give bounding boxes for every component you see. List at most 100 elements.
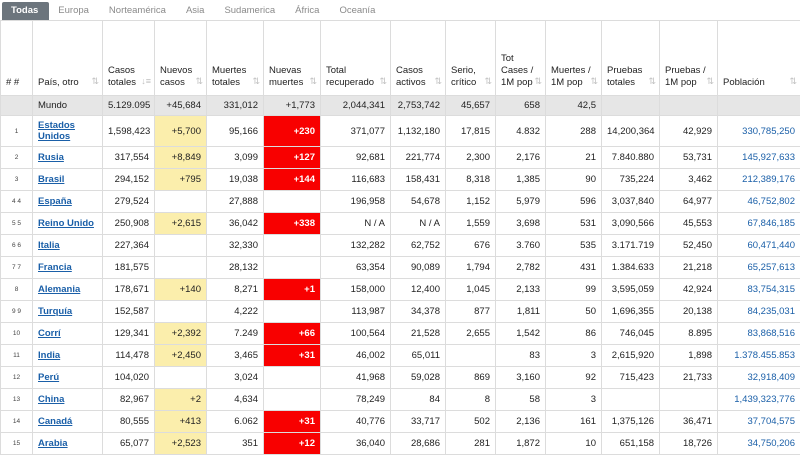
country-link[interactable]: Rusia	[38, 152, 64, 163]
critical-cell: 877	[446, 301, 496, 323]
tab-africa[interactable]: África	[286, 2, 330, 20]
header-new-deaths[interactable]: Nuevas muertes⇅	[264, 21, 321, 96]
header-country-label: País, otro	[38, 77, 79, 88]
covid-table: # # País, otro⇅ Casos totales↓≡ Nuevos c…	[0, 20, 800, 455]
critical-cell	[446, 345, 496, 367]
header-tests-pop[interactable]: Pruebas / 1M pop⇅	[660, 21, 718, 96]
population-cell: 1,439,323,776	[718, 389, 800, 411]
header-rank[interactable]: # #	[1, 21, 33, 96]
world-total-deaths: 331,012	[207, 96, 264, 116]
country-link[interactable]: Italia	[38, 240, 60, 251]
total-deaths-cell: 4,222	[207, 301, 264, 323]
country-link[interactable]: Turquía	[38, 306, 72, 317]
cases-pop-cell: 1,811	[496, 301, 546, 323]
recovered-cell: N / A	[321, 213, 391, 235]
tab-sudamerica[interactable]: Sudamerica	[215, 2, 286, 20]
total-deaths-cell: 95,166	[207, 116, 264, 147]
recovered-cell: 113,987	[321, 301, 391, 323]
tests-cell: 2,615,920	[602, 345, 660, 367]
header-cases-pop[interactable]: Tot Cases / 1M pop⇅	[496, 21, 546, 96]
tab-todas[interactable]: Todas	[2, 2, 49, 20]
tab-asia[interactable]: Asia	[177, 2, 215, 20]
total-cases-cell: 1,598,423	[103, 116, 155, 147]
country-link[interactable]: Reino Unido	[38, 218, 94, 229]
new-deaths-cell: +66	[264, 323, 321, 345]
header-tests[interactable]: Pruebas totales⇅	[602, 21, 660, 96]
tests-cell: 746,045	[602, 323, 660, 345]
tests-pop-cell: 42,924	[660, 279, 718, 301]
population-cell: 83,868,516	[718, 323, 800, 345]
active-cell: 33,717	[391, 411, 446, 433]
active-cell: 54,678	[391, 191, 446, 213]
country-link[interactable]: India	[38, 350, 60, 361]
country-link[interactable]: España	[38, 196, 72, 207]
tab-oceania[interactable]: Oceanía	[330, 2, 386, 20]
world-critical: 45,657	[446, 96, 496, 116]
country-cell: España	[33, 191, 103, 213]
new-deaths-cell	[264, 389, 321, 411]
header-country[interactable]: País, otro⇅	[33, 21, 103, 96]
new-deaths-cell	[264, 301, 321, 323]
header-total-deaths[interactable]: Muertes totales⇅	[207, 21, 264, 96]
country-link[interactable]: Arabia	[38, 438, 68, 449]
sort-icon: ⇅	[379, 75, 387, 87]
rank-cell: 1	[1, 116, 33, 147]
country-link[interactable]: Alemania	[38, 284, 80, 295]
new-cases-cell	[155, 235, 207, 257]
header-active[interactable]: Casos activos⇅	[391, 21, 446, 96]
new-cases-cell: +2,523	[155, 433, 207, 455]
world-row: Mundo 5.129.095 +45,684 331,012 +1,773 2…	[1, 96, 800, 116]
new-cases-cell	[155, 367, 207, 389]
country-link[interactable]: Estados Unidos	[38, 120, 78, 142]
total-deaths-cell: 8,271	[207, 279, 264, 301]
active-cell: 90,089	[391, 257, 446, 279]
deaths-pop-cell: 90	[546, 169, 602, 191]
rank-cell: 11	[1, 345, 33, 367]
country-cell: Corrí	[33, 323, 103, 345]
total-cases-cell: 294,152	[103, 169, 155, 191]
recovered-cell: 116,683	[321, 169, 391, 191]
sort-icon: ⇅	[484, 75, 492, 87]
header-critical[interactable]: Serio, crítico⇅	[446, 21, 496, 96]
header-new-cases[interactable]: Nuevos casos⇅	[155, 21, 207, 96]
active-cell: 12,400	[391, 279, 446, 301]
total-cases-cell: 279,524	[103, 191, 155, 213]
total-deaths-cell: 19,038	[207, 169, 264, 191]
tests-cell: 715,423	[602, 367, 660, 389]
tests-pop-cell: 42,929	[660, 116, 718, 147]
cases-pop-cell: 83	[496, 345, 546, 367]
country-link[interactable]: Canadá	[38, 416, 72, 427]
sort-icon: ⇅	[706, 75, 714, 87]
new-cases-cell	[155, 301, 207, 323]
rank-cell: 10	[1, 323, 33, 345]
population-cell: 83,754,315	[718, 279, 800, 301]
active-cell: 65,011	[391, 345, 446, 367]
country-link[interactable]: Brasil	[38, 174, 64, 185]
country-cell: Estados Unidos	[33, 116, 103, 147]
critical-cell: 281	[446, 433, 496, 455]
tab-europa[interactable]: Europa	[49, 2, 100, 20]
cases-pop-cell: 1,872	[496, 433, 546, 455]
deaths-pop-cell: 596	[546, 191, 602, 213]
new-deaths-cell: +338	[264, 213, 321, 235]
header-deaths-pop[interactable]: Muertes / 1M pop⇅	[546, 21, 602, 96]
country-link[interactable]: Corrí	[38, 328, 61, 339]
population-cell: 330,785,250	[718, 116, 800, 147]
tab-norteamerica[interactable]: Norteamérica	[100, 2, 177, 20]
tests-cell: 3,090,566	[602, 213, 660, 235]
new-deaths-cell	[264, 257, 321, 279]
header-population[interactable]: Población⇅	[718, 21, 800, 96]
country-link[interactable]: Francia	[38, 262, 72, 273]
population-cell: 84,235,031	[718, 301, 800, 323]
deaths-pop-cell: 3	[546, 345, 602, 367]
country-link[interactable]: China	[38, 394, 64, 405]
header-recovered[interactable]: Total recuperado⇅	[321, 21, 391, 96]
tests-pop-cell: 64,977	[660, 191, 718, 213]
header-total-cases[interactable]: Casos totales↓≡	[103, 21, 155, 96]
country-link[interactable]: Perú	[38, 372, 59, 383]
